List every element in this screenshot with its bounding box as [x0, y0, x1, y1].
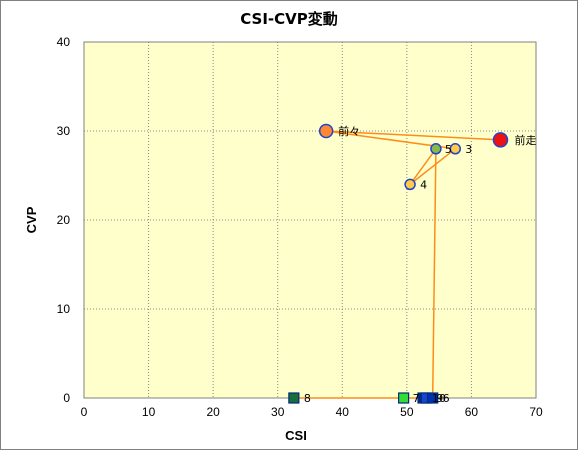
data-point: [288, 392, 300, 404]
x-tick-label: 70: [529, 405, 543, 419]
data-point-label: 8: [304, 392, 311, 405]
data-point: [430, 143, 442, 155]
x-tick-label: 50: [400, 405, 414, 419]
data-point-label: 前々: [338, 124, 360, 138]
y-axis-title: CVP: [24, 206, 39, 233]
data-point-label: 6: [443, 392, 450, 405]
x-tick-label: 0: [81, 405, 88, 419]
y-tick-label: 40: [57, 35, 71, 49]
data-point-label: 5: [445, 143, 452, 156]
y-tick-label: 10: [57, 302, 71, 316]
y-tick-label: 30: [57, 124, 71, 138]
data-point: [404, 178, 416, 191]
data-point-label: 10: [432, 392, 446, 405]
data-point-label: 前走: [514, 133, 536, 147]
gridlines: [84, 42, 536, 398]
x-tick-label: 40: [336, 405, 350, 419]
data-point-label: 9: [436, 392, 443, 405]
x-tick-label: 10: [142, 405, 156, 419]
y-tick-label: 20: [57, 213, 71, 227]
data-point: [427, 392, 439, 404]
data-point-label: 4: [420, 178, 427, 191]
chart-title: CSI-CVP変動: [240, 10, 338, 28]
data-point-label: 7: [413, 392, 420, 405]
data-point: [492, 132, 509, 148]
x-tick-label: 20: [206, 405, 220, 419]
data-point: [398, 392, 410, 404]
data-points: [288, 123, 509, 404]
y-tick-label: 0: [63, 391, 70, 405]
x-axis-ticks: 0 10 20 30 40 50 60 70: [81, 405, 543, 419]
y-axis-ticks: 0 10 20 30 40: [57, 35, 71, 405]
x-tick-label: 60: [465, 405, 479, 419]
data-point: [449, 143, 462, 155]
data-point-label: 3: [465, 143, 472, 156]
data-point: [318, 123, 334, 139]
x-tick-label: 30: [271, 405, 285, 419]
series-line: [293, 130, 501, 399]
x-axis-title: CSI: [285, 428, 307, 443]
